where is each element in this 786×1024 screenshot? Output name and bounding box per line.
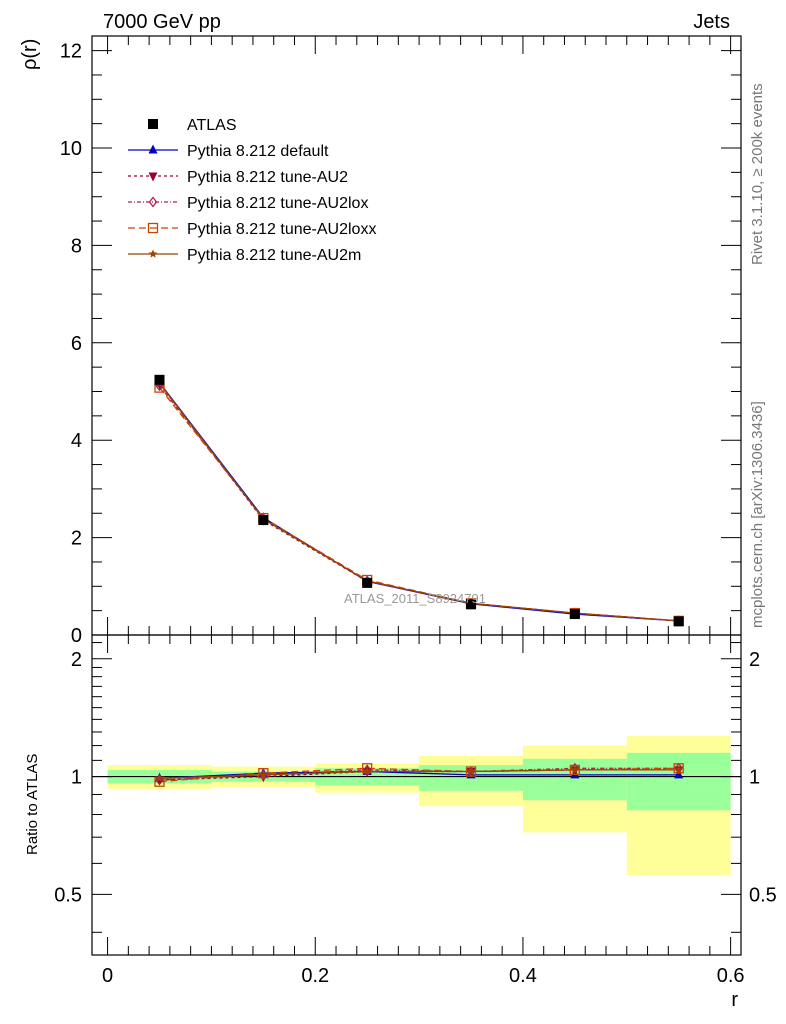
- main-panel: ATLAS_2011_S8924791 0 2 4 6 8 10 12 ρ(r): [19, 35, 742, 647]
- ratio-line-pythia-8-212-tune-au2lox: [159, 767, 679, 781]
- legend-label: Pythia 8.212 tune-AU2loxx: [187, 221, 376, 238]
- mcplots-label: mcplots.cern.ch [arXiv:1306.3436]: [749, 401, 766, 628]
- x-tick-label: 0.4: [509, 965, 537, 987]
- ratio-point-pythia-8-212-tune-au2m-1: [259, 770, 268, 779]
- ratio-frame: [91, 634, 742, 956]
- energy-label: 7000 GeV pp: [103, 11, 221, 33]
- legend-marker: [148, 249, 158, 258]
- x-tick-label: 0.2: [301, 965, 329, 987]
- ratio-point-pythia-8-212-tune-au2loxx-1: [258, 768, 269, 779]
- legend-marker: [148, 196, 158, 208]
- main-point-atlas-2: [362, 577, 373, 588]
- ratio-y-tick-label-left: 1: [71, 767, 82, 789]
- ratio-line-pythia-8-212-tune-au2m: [159, 769, 679, 779]
- analysis-id-label: ATLAS_2011_S8924791: [344, 591, 486, 606]
- legend: ATLAS Pythia 8.212 default Pythia 8.212 tu…: [128, 117, 376, 264]
- main-point-atlas-0: [154, 374, 165, 385]
- ratio-y-tick-label-left: 0.5: [54, 884, 82, 906]
- legend-entry-pythia-8-212-tune-au2m: Pythia 8.212 tune-AU2m: [128, 247, 361, 264]
- main-point-atlas-4: [569, 609, 580, 620]
- category-label: Jets: [693, 11, 730, 33]
- legend-marker: [148, 119, 158, 129]
- main-line-pythia-8-212-tune-au2m: [158, 382, 679, 622]
- legend-entry-pythia-8-212-tune-au2lox: Pythia 8.212 tune-AU2lox: [128, 195, 368, 212]
- main-y-axis-label: ρ(r): [19, 39, 41, 70]
- rivet-version-label: Rivet 3.1.10, ≥ 200k events: [749, 83, 766, 265]
- x-tick-label: 0.6: [717, 965, 745, 987]
- ratio-y-tick-label-right: 0.5: [749, 884, 777, 906]
- main-y-tick-label: 12: [60, 41, 82, 63]
- ratio-point-pythia-8-212-tune-au2m-3: [466, 767, 476, 776]
- main-y-tick-label: 0: [71, 625, 82, 647]
- x-axis-label: r: [731, 989, 738, 1011]
- main-point-atlas-3: [466, 599, 477, 610]
- main-y-tick-label: 8: [71, 235, 82, 257]
- legend-entry-pythia-8-212-default: Pythia 8.212 default: [128, 143, 329, 160]
- legend-marker: [148, 144, 158, 154]
- main-line-pythia-8-212-default: [158, 382, 679, 622]
- legend-label: ATLAS: [187, 117, 237, 134]
- ratio-y-tick-label-right: 1: [749, 767, 760, 789]
- ratio-panel: 0.5 0.5 1 1 2 2 0 0.2 0.4 0.6 Ratio to ATLAS r: [24, 634, 777, 1011]
- legend-entry-atlas: ATLAS: [148, 117, 237, 134]
- legend-label: Pythia 8.212 tune-AU2: [187, 169, 348, 186]
- legend-label: Pythia 8.212 tune-AU2lox: [187, 195, 368, 212]
- ratio-point-pythia-8-212-tune-au2m-4: [570, 765, 580, 774]
- x-tick-label: 0: [102, 965, 113, 987]
- ratio-point-pythia-8-212-tune-au2m-0: [155, 773, 164, 782]
- main-line-pythia-8-212-tune-au2loxx: [158, 387, 679, 622]
- main-y-tick-label: 10: [60, 138, 82, 160]
- main-line-pythia-8-212-tune-au2lox: [158, 385, 679, 622]
- main-y-tick-label: 2: [71, 528, 82, 550]
- ratio-y-tick-label-left: 2: [71, 649, 82, 671]
- legend-label: Pythia 8.212 tune-AU2m: [187, 247, 361, 264]
- main-y-tick-label: 6: [71, 333, 82, 355]
- ratio-y-tick-label-right: 2: [749, 649, 760, 671]
- ratio-y-axis-label: Ratio to ATLAS: [24, 754, 41, 855]
- legend-marker: [147, 222, 159, 234]
- ratio-point-pythia-8-212-tune-au2loxx-4: [569, 764, 581, 776]
- ratio-line-pythia-8-212-default: [159, 770, 679, 779]
- legend-entry-pythia-8-212-tune-au2: Pythia 8.212 tune-AU2: [128, 169, 348, 186]
- ratio-inner-band-5: [626, 752, 731, 811]
- main-point-atlas-5: [673, 616, 684, 627]
- main-line-pythia-8-212-tune-au2: [158, 383, 679, 622]
- legend-marker: [148, 172, 158, 182]
- legend-label: Pythia 8.212 default: [187, 143, 329, 160]
- ratio-point-pythia-8-212-tune-au2lox-4: [570, 762, 580, 774]
- ratio-point-pythia-8-212-tune-au2loxx-5: [673, 763, 684, 774]
- main-y-tick-label: 4: [71, 430, 82, 452]
- legend-entry-pythia-8-212-tune-au2loxx: Pythia 8.212 tune-AU2loxx: [128, 221, 376, 238]
- ratio-point-pythia-8-212-tune-au2lox-2: [362, 764, 372, 776]
- ratio-point-pythia-8-212-tune-au2m-2: [362, 767, 372, 776]
- main-point-atlas-1: [258, 515, 269, 526]
- ratio-point-pythia-8-212-tune-au2m-5: [674, 765, 683, 774]
